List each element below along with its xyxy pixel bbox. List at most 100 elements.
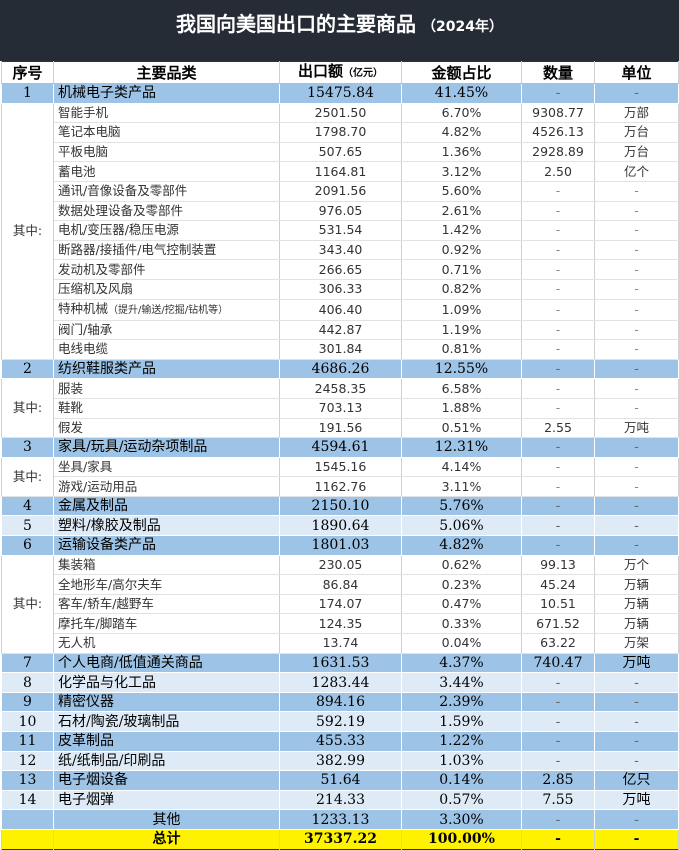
subitem-name: 发动机及零部件 <box>53 259 280 280</box>
header-amount-unit: （亿元） <box>343 68 383 79</box>
category-name: 家具/玩具/运动杂项制品 <box>53 437 280 458</box>
amount-share: 1.09% <box>401 299 522 321</box>
row-number: 13 <box>1 770 54 791</box>
quantity-unit: - <box>594 220 679 241</box>
quantity-unit: 亿只 <box>594 770 679 791</box>
subitem-name-text: 无人机 <box>58 635 96 651</box>
subitem-row: 鞋靴 703.13 1.88% - - <box>2 398 679 419</box>
quantity: - <box>521 809 595 830</box>
category-name: 皮革制品 <box>53 731 280 752</box>
category-name: 机械电子类产品 <box>53 83 280 104</box>
category-row: 6 运输设备类产品 1801.03 4.82% - - <box>1 535 679 556</box>
quantity-unit: - <box>594 320 679 341</box>
header-qty: 数量 <box>521 61 595 84</box>
total-row: 总计 37337.22 100.00% - - <box>1 829 679 850</box>
export-amount: 191.56 <box>279 418 402 439</box>
amount-share: 3.12% <box>401 161 522 182</box>
quantity: - <box>521 299 595 321</box>
export-amount: 442.87 <box>279 320 402 341</box>
subitem-name: 数据处理设备及零部件 <box>53 201 280 222</box>
quantity: - <box>521 829 595 850</box>
amount-share: 0.51% <box>401 418 522 439</box>
quantity-unit: 万吨 <box>594 790 679 811</box>
subitem-name: 压缩机及风扇 <box>53 279 280 300</box>
table-body: 1 机械电子类产品 15475.84 41.45% - - 其中: 智能手机 2501.50 6.… <box>1 83 679 850</box>
category-name: 金属及制品 <box>53 496 280 517</box>
subitem-name-text: 全地形车/高尔夫车 <box>58 576 163 592</box>
subitem-name: 电机/变压器/稳压电源 <box>53 220 280 241</box>
row-number: 1 <box>1 83 54 104</box>
export-amount: 976.05 <box>279 201 402 222</box>
export-amount: 894.16 <box>279 692 402 713</box>
row-number: 9 <box>1 692 54 713</box>
subitem-name-text: 压缩机及风扇 <box>58 281 134 297</box>
quantity: 99.13 <box>521 555 595 576</box>
quantity: - <box>521 359 595 380</box>
export-amount: 406.40 <box>279 299 402 321</box>
subitem-name: 平板电脑 <box>53 142 280 163</box>
subitem-name-text: 阀门/轴承 <box>58 321 113 337</box>
subitem-name-text: 集装箱 <box>58 556 96 572</box>
quantity-unit: 万辆 <box>594 594 679 615</box>
export-table: 序号 主要品类 出口额（亿元） 金额占比 数量 单位 1 机械电子类产品 15475… <box>1 61 679 850</box>
category-row: 11 皮革制品 455.33 1.22% - - <box>1 731 679 752</box>
quantity-unit: - <box>594 181 679 202</box>
quantity-unit: 万吨 <box>594 653 679 674</box>
category-name: 运输设备类产品 <box>53 535 280 556</box>
export-amount: 1798.70 <box>279 122 402 143</box>
subitem-row: 客车/轿车/越野车 174.07 0.47% 10.51 万辆 <box>2 594 679 615</box>
subitem-row: 断路器/接插件/电气控制装置 343.40 0.92% - - <box>2 240 679 261</box>
quantity: 9308.77 <box>521 103 595 124</box>
export-amount: 1631.53 <box>279 653 402 674</box>
amount-share: 4.14% <box>401 457 522 478</box>
amount-share: 5.76% <box>401 496 522 517</box>
row-number: 7 <box>1 653 54 674</box>
export-amount: 1283.44 <box>279 672 402 693</box>
quantity-unit: - <box>594 809 679 830</box>
row-number: 8 <box>1 672 54 693</box>
quantity-unit: - <box>594 515 679 537</box>
quantity-unit: - <box>594 398 679 419</box>
subitem-row: 特种机械（提升/输送/挖掘/钻机等） 406.40 1.09% - - <box>2 299 679 321</box>
amount-share: 0.71% <box>401 259 522 280</box>
quantity: 2.50 <box>521 161 595 182</box>
export-amount: 51.64 <box>279 770 402 791</box>
amount-share: 100.00% <box>401 829 522 850</box>
category-name: 电子烟弹 <box>53 790 280 811</box>
export-amount: 1164.81 <box>279 161 402 182</box>
amount-share: 12.55% <box>401 359 522 380</box>
quantity-unit: - <box>594 259 679 280</box>
quantity: - <box>521 535 595 556</box>
amount-share: 2.61% <box>401 201 522 222</box>
amount-share: 12.31% <box>401 437 522 458</box>
category-row: 3 家具/玩具/运动杂项制品 4594.61 12.31% - - <box>1 437 679 458</box>
amount-share: 41.45% <box>401 83 522 104</box>
quantity: - <box>521 220 595 241</box>
subitem-row: 通讯/音像设备及零部件 2091.56 5.60% - - <box>2 181 679 202</box>
category-row: 2 纺织鞋服类产品 4686.26 12.55% - - <box>1 359 679 380</box>
quantity-unit: 万个 <box>594 555 679 576</box>
row-number: 5 <box>1 515 54 537</box>
header-unit: 单位 <box>594 61 679 84</box>
subitem-name: 特种机械（提升/输送/挖掘/钻机等） <box>53 299 280 321</box>
category-row: 8 化学品与化工品 1283.44 3.44% - - <box>1 672 679 693</box>
amount-share: 1.19% <box>401 320 522 341</box>
export-amount: 1233.13 <box>279 809 402 830</box>
quantity: - <box>521 398 595 419</box>
subitem-name-text: 电线电缆 <box>58 341 109 357</box>
quantity-unit: - <box>594 731 679 752</box>
category-row: 1 机械电子类产品 15475.84 41.45% - - <box>1 83 679 104</box>
title-text: 我国向美国出口的主要商品 <box>176 12 417 36</box>
category-name: 电子烟设备 <box>53 770 280 791</box>
amount-share: 0.47% <box>401 594 522 615</box>
subitem-name: 通讯/音像设备及零部件 <box>53 181 280 202</box>
amount-share: 1.42% <box>401 220 522 241</box>
subitem-row: 电线电缆 301.84 0.81% - - <box>2 339 679 360</box>
subitem-name-text: 智能手机 <box>58 104 109 120</box>
export-amount: 15475.84 <box>279 83 402 104</box>
export-amount: 382.99 <box>279 751 402 772</box>
quantity: 63.22 <box>521 633 595 654</box>
subitem-row: 无人机 13.74 0.04% 63.22 万架 <box>2 633 679 654</box>
subitem-name-text: 平板电脑 <box>58 144 109 160</box>
export-amount: 1545.16 <box>279 457 402 478</box>
